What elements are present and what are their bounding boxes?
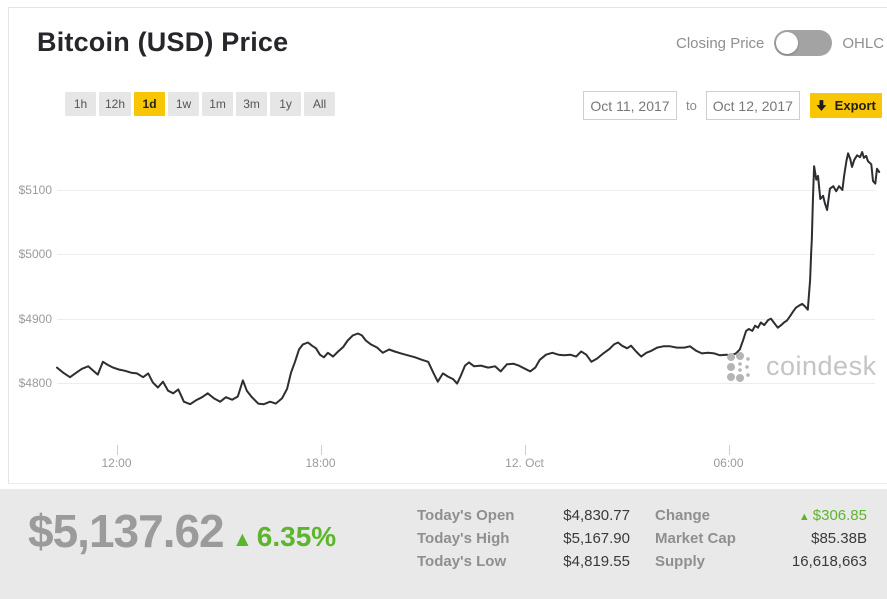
stat-label: Supply xyxy=(655,553,706,570)
download-arrow-icon xyxy=(816,99,827,111)
change-percent: ▲ 6.35% xyxy=(232,521,337,552)
stat-label: Today's High xyxy=(417,530,510,547)
panel-left-border xyxy=(8,7,9,483)
page-title: Bitcoin (USD) Price xyxy=(37,27,289,57)
stat-value: $85.38B xyxy=(811,530,867,547)
coindesk-wordmark: coindesk xyxy=(766,351,877,381)
range-button-1m[interactable]: 1m xyxy=(202,92,234,116)
market-stats-column: Change ▲ $306.85 Market Cap $85.38B Suppl… xyxy=(655,504,867,573)
stat-value: $4,830.77 xyxy=(563,507,630,524)
x-axis-tick xyxy=(728,445,730,455)
y-axis-label: $5100 xyxy=(18,183,52,197)
stat-row-low: Today's Low $4,819.55 xyxy=(417,550,630,573)
range-button-all[interactable]: All xyxy=(304,92,336,116)
date-range-to-label: to xyxy=(686,98,697,113)
stat-value: $4,819.55 xyxy=(563,553,630,570)
coindesk-logo-icon xyxy=(727,351,750,382)
x-axis-label: 18:00 xyxy=(305,456,336,470)
x-axis-label: 12. Oct xyxy=(505,456,544,470)
range-button-1h[interactable]: 1h xyxy=(65,92,96,116)
price-type-toggle[interactable] xyxy=(774,30,833,56)
y-axis-label: $4900 xyxy=(18,311,52,326)
y-axis-label: $4800 xyxy=(18,376,52,390)
stat-row-change: Change ▲ $306.85 xyxy=(655,504,867,527)
today-stats-column: Today's Open $4,830.77 Today's High $5,1… xyxy=(417,504,630,573)
closing-price-label: Closing Price xyxy=(676,34,765,52)
stat-label: Change xyxy=(655,507,711,524)
y-axis-label: $5000 xyxy=(18,247,52,262)
stat-row-market-cap: Market Cap $85.38B xyxy=(655,527,867,550)
stats-footer: $5,137.62 ▲ 6.35% Today's Open $4,830.77 … xyxy=(0,489,887,599)
date-to-input[interactable] xyxy=(705,91,800,120)
stat-row-supply: Supply 16,618,663 xyxy=(655,550,867,573)
toggle-knob-icon[interactable] xyxy=(776,32,799,54)
stat-label: Market Cap xyxy=(655,530,736,547)
up-triangle-icon: ▲ xyxy=(798,511,810,523)
range-button-1w[interactable]: 1w xyxy=(168,92,200,116)
range-button-group: 1h 12h 1d 1w 1m 3m 1y All xyxy=(65,92,336,116)
stat-value: $5,167.90 xyxy=(563,530,630,547)
stat-value-change: ▲ $306.85 xyxy=(798,507,867,524)
stat-row-high: Today's High $5,167.90 xyxy=(417,527,630,550)
date-range-controls: to Export xyxy=(583,91,882,120)
range-button-12h[interactable]: 12h xyxy=(99,92,132,116)
x-axis-label: 06:00 xyxy=(713,456,744,470)
up-triangle-icon: ▲ xyxy=(232,528,253,551)
x-axis-tick xyxy=(116,445,118,455)
x-axis-tick xyxy=(320,445,322,455)
export-button[interactable]: Export xyxy=(809,93,882,118)
current-price: $5,137.62 xyxy=(28,505,225,557)
stat-label: Today's Low xyxy=(417,553,507,570)
stat-label: Today's Open xyxy=(417,507,515,524)
stat-value: 16,618,663 xyxy=(791,553,867,570)
chart-plot-area[interactable] xyxy=(57,145,875,455)
date-from-input[interactable] xyxy=(583,91,677,120)
ohlc-label: OHLC xyxy=(842,34,885,52)
x-axis-tick xyxy=(524,445,526,455)
chart-bottom-divider xyxy=(8,483,887,484)
coindesk-watermark: coindesk xyxy=(726,351,877,382)
range-button-3m[interactable]: 3m xyxy=(236,92,268,116)
range-button-1y[interactable]: 1y xyxy=(270,92,302,116)
export-button-label: Export xyxy=(834,98,876,113)
x-axis-label: 12:00 xyxy=(101,456,132,470)
price-type-toggle-group: Closing Price OHLC xyxy=(676,30,884,56)
panel-top-border xyxy=(8,7,887,8)
stat-row-open: Today's Open $4,830.77 xyxy=(417,504,630,527)
range-button-1d[interactable]: 1d xyxy=(134,92,166,116)
